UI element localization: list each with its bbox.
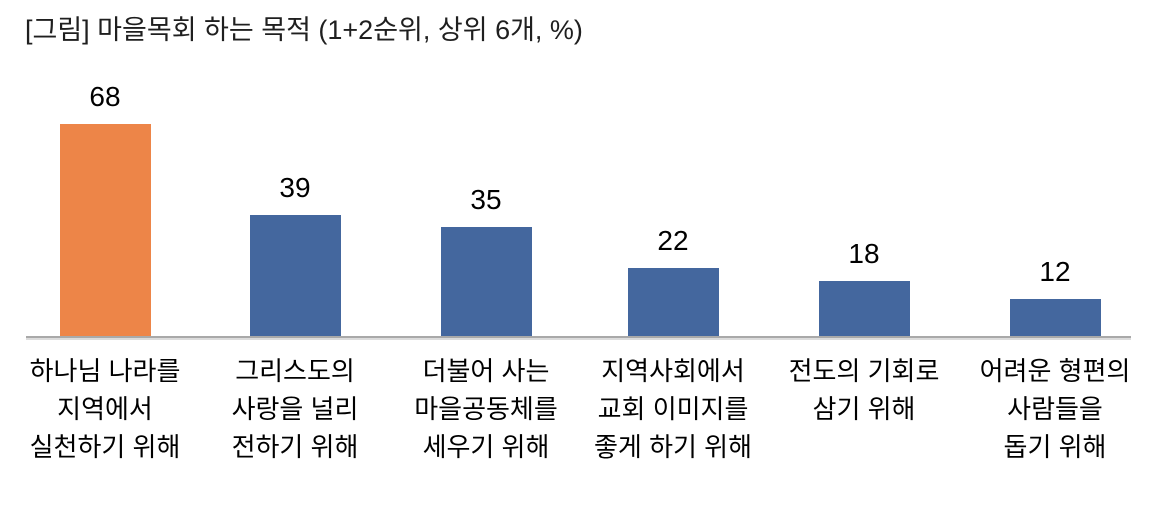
chart-title: [그림] 마을목회 하는 목적 (1+2순위, 상위 6개, %) bbox=[25, 15, 583, 45]
bar-category-label: 더불어 사는 마을공동체를 세우기 위해 bbox=[414, 356, 558, 462]
bar-category-label: 그리스도의 사랑을 널리 전하기 위해 bbox=[231, 356, 359, 462]
bar bbox=[440, 227, 532, 337]
bar bbox=[627, 268, 719, 337]
bar bbox=[249, 215, 341, 337]
bar-category-label: 지역사회에서 교회 이미지를 좋게 하기 위해 bbox=[594, 356, 752, 462]
bar-category-label: 전도의 기회로 삼기 위해 bbox=[788, 356, 940, 424]
x-axis-line bbox=[26, 336, 1131, 338]
bar-value-label: 35 bbox=[470, 184, 502, 215]
bar-value-label: 22 bbox=[657, 225, 689, 256]
bar-category-label: 하나님 나라를 지역에서 실천하기 위해 bbox=[29, 356, 181, 462]
bar bbox=[818, 281, 910, 337]
bar-value-label: 12 bbox=[1039, 256, 1071, 287]
bar bbox=[1009, 299, 1101, 337]
bar-value-label: 39 bbox=[279, 172, 311, 203]
bar bbox=[59, 124, 151, 337]
bar-value-label: 18 bbox=[848, 238, 880, 269]
bar-category-label: 어려운 형편의 사람들을 돕기 위해 bbox=[979, 356, 1131, 462]
bar-value-label: 68 bbox=[89, 81, 121, 112]
